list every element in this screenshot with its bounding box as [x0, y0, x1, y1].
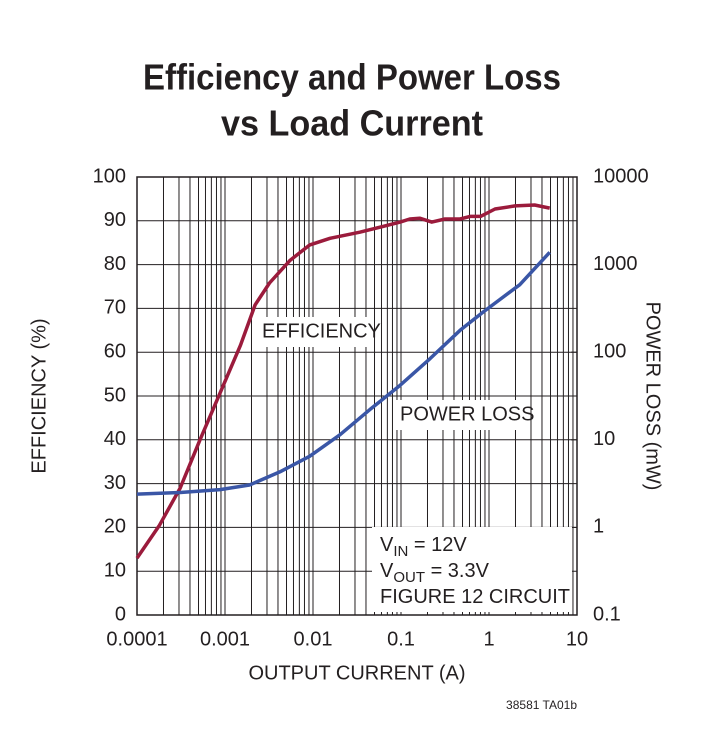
y2-tick-label: 10 — [593, 428, 615, 450]
condition: VOUT = 3.3V — [380, 560, 490, 586]
condition-text: V — [380, 534, 394, 556]
condition: FIGURE 12 CIRCUIT — [380, 586, 570, 608]
x-axis-label: OUTPUT CURRENT (A) — [248, 662, 465, 684]
series-label: POWER LOSS — [400, 403, 534, 425]
subscript: IN — [393, 543, 408, 560]
series-line — [136, 251, 551, 496]
y-tick-label: 20 — [104, 516, 126, 538]
y2-tick-label: 1000 — [593, 253, 638, 275]
y2-axis-label: POWER LOSS (mW) — [642, 302, 664, 491]
y-tick-label: 60 — [104, 340, 126, 362]
series-label: EFFICIENCY — [262, 320, 381, 342]
y-tick-label: 80 — [104, 253, 126, 275]
y-tick-label: 0 — [115, 603, 126, 625]
chart-title: Efficiency and Power Loss — [143, 57, 561, 98]
y2-tick-label: 0.1 — [593, 603, 621, 625]
x-tick-label: 1 — [483, 628, 494, 650]
y2-tick-label: 1 — [593, 516, 604, 538]
x-tick-label: 0.1 — [387, 628, 415, 650]
condition-text: V — [380, 560, 394, 582]
y-tick-label: 100 — [93, 165, 126, 187]
y2-tick-label: 10000 — [593, 165, 649, 187]
subscript: OUT — [393, 569, 425, 586]
condition-text: = 12V — [408, 534, 467, 556]
y-tick-label: 50 — [104, 384, 126, 406]
label-box — [396, 400, 530, 430]
y-tick-label: 30 — [104, 472, 126, 494]
series-line — [135, 203, 551, 560]
condition-text: FIGURE 12 CIRCUIT — [380, 586, 570, 608]
conditions-box — [372, 527, 572, 612]
footnote: 38581 TA01b — [506, 698, 577, 712]
y-tick-label: 90 — [104, 209, 126, 231]
x-tick-label: 0.01 — [294, 628, 333, 650]
y-tick-label: 70 — [104, 297, 126, 319]
label-box — [258, 317, 372, 347]
x-tick-label: 0.0001 — [106, 628, 167, 650]
y-tick-label: 10 — [104, 559, 126, 581]
y2-tick-label: 100 — [593, 340, 626, 362]
y-tick-label: 40 — [104, 428, 126, 450]
condition: VIN = 12V — [380, 534, 467, 560]
chart-title: vs Load Current — [221, 103, 483, 144]
plot-frame — [136, 176, 578, 616]
condition-text: = 3.3V — [425, 560, 490, 582]
x-tick-label: 10 — [566, 628, 588, 650]
x-tick-label: 0.001 — [200, 628, 250, 650]
y-axis-label: EFFICIENCY (%) — [28, 318, 50, 473]
